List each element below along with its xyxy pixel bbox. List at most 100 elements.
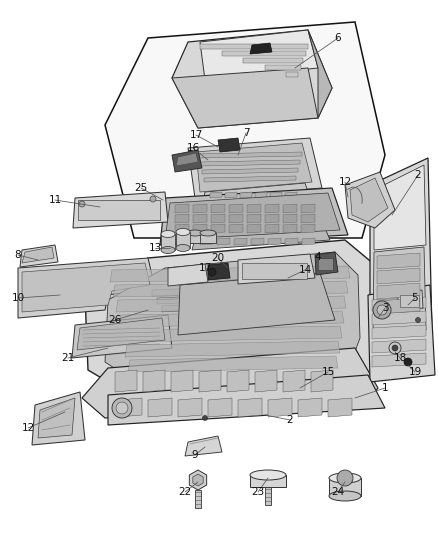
Polygon shape [283, 224, 297, 233]
Polygon shape [193, 214, 207, 223]
Text: 18: 18 [393, 353, 406, 363]
Polygon shape [20, 245, 58, 267]
Bar [265, 487, 271, 505]
Polygon shape [196, 143, 312, 192]
Bar [400, 295, 419, 307]
Text: 15: 15 [321, 367, 335, 377]
Polygon shape [370, 158, 432, 340]
Polygon shape [128, 356, 338, 372]
Text: 12: 12 [21, 423, 35, 433]
Polygon shape [315, 252, 338, 275]
Polygon shape [200, 233, 216, 243]
Text: 1: 1 [381, 383, 389, 393]
Text: 20: 20 [212, 253, 225, 263]
Circle shape [389, 342, 401, 354]
Polygon shape [328, 398, 352, 417]
Polygon shape [283, 214, 297, 223]
Polygon shape [172, 30, 332, 128]
Text: 9: 9 [192, 450, 198, 460]
Polygon shape [200, 160, 300, 166]
Polygon shape [398, 290, 423, 310]
Polygon shape [372, 325, 426, 339]
Polygon shape [234, 238, 247, 245]
Polygon shape [161, 234, 175, 250]
Polygon shape [218, 138, 240, 152]
Text: 23: 23 [251, 487, 265, 497]
Text: 17: 17 [198, 263, 212, 273]
Polygon shape [247, 224, 261, 233]
Text: 2: 2 [415, 170, 421, 180]
Polygon shape [77, 318, 165, 350]
Polygon shape [301, 214, 315, 223]
Polygon shape [268, 238, 281, 245]
Polygon shape [110, 266, 350, 282]
Polygon shape [311, 370, 333, 392]
Polygon shape [286, 72, 298, 77]
Polygon shape [178, 273, 335, 335]
Polygon shape [204, 176, 296, 182]
Polygon shape [225, 192, 237, 198]
Polygon shape [82, 348, 378, 418]
Polygon shape [377, 253, 420, 269]
Polygon shape [372, 297, 426, 311]
Polygon shape [142, 282, 215, 318]
Polygon shape [227, 370, 249, 392]
Text: 10: 10 [11, 293, 25, 303]
Polygon shape [72, 315, 172, 358]
Polygon shape [229, 224, 243, 233]
Polygon shape [243, 58, 303, 63]
Polygon shape [172, 150, 202, 172]
Circle shape [79, 201, 85, 207]
Polygon shape [176, 232, 190, 248]
Polygon shape [105, 252, 360, 388]
Polygon shape [247, 214, 261, 223]
Polygon shape [372, 311, 426, 325]
Polygon shape [105, 22, 385, 238]
Polygon shape [265, 65, 301, 70]
Polygon shape [32, 392, 85, 445]
Polygon shape [211, 204, 225, 213]
Polygon shape [255, 192, 267, 198]
Polygon shape [283, 370, 305, 392]
Text: 11: 11 [48, 195, 62, 205]
Polygon shape [113, 281, 348, 297]
Circle shape [112, 398, 132, 418]
Polygon shape [268, 398, 292, 417]
Polygon shape [301, 224, 315, 233]
Polygon shape [22, 263, 150, 312]
Ellipse shape [200, 230, 216, 236]
Polygon shape [22, 247, 54, 263]
Polygon shape [199, 370, 221, 392]
Polygon shape [285, 192, 297, 198]
Ellipse shape [176, 229, 190, 236]
Polygon shape [171, 370, 193, 392]
Text: 17: 17 [189, 130, 203, 140]
Polygon shape [377, 283, 420, 299]
Polygon shape [193, 474, 203, 486]
Polygon shape [193, 204, 207, 213]
Polygon shape [38, 398, 75, 438]
Text: 8: 8 [15, 250, 21, 260]
Polygon shape [240, 192, 252, 198]
Polygon shape [251, 238, 264, 245]
Polygon shape [211, 224, 225, 233]
Polygon shape [157, 296, 200, 304]
Polygon shape [198, 152, 302, 158]
Polygon shape [202, 183, 310, 207]
Text: 22: 22 [178, 487, 192, 497]
Ellipse shape [187, 230, 203, 236]
Polygon shape [189, 470, 207, 490]
Polygon shape [238, 398, 262, 417]
Polygon shape [122, 326, 342, 342]
Polygon shape [265, 224, 279, 233]
Polygon shape [176, 153, 198, 166]
Circle shape [377, 305, 387, 315]
Polygon shape [208, 263, 230, 280]
Polygon shape [202, 168, 298, 174]
Polygon shape [255, 370, 277, 392]
Polygon shape [175, 224, 189, 233]
Text: 13: 13 [148, 243, 162, 253]
Polygon shape [302, 238, 315, 245]
Polygon shape [283, 204, 297, 213]
Polygon shape [222, 51, 306, 56]
